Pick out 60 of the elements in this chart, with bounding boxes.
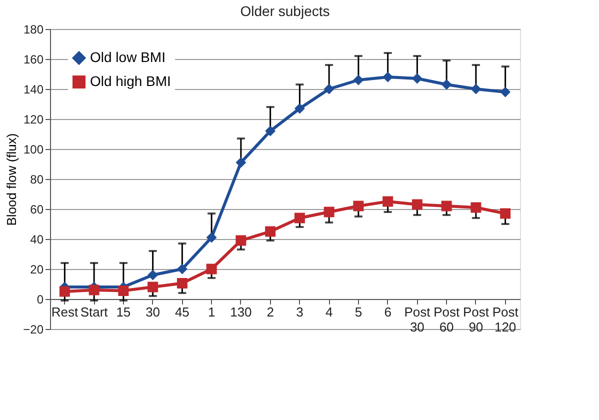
- point: [176, 278, 188, 288]
- point: [412, 73, 422, 84]
- y-tick-label: 80: [30, 172, 44, 186]
- x-tick-label: Post 120: [492, 304, 519, 334]
- y-tick-label: 140: [23, 82, 44, 96]
- x-tick-label: 3: [296, 304, 304, 320]
- y-tick-label: 0: [36, 292, 44, 306]
- y-tick-label: 160: [23, 52, 44, 66]
- x-tick-label: Post 60: [434, 304, 460, 334]
- point: [265, 126, 276, 136]
- chart-title: Older subjects: [240, 3, 330, 19]
- point: [470, 84, 482, 94]
- point: [441, 200, 452, 212]
- point: [206, 232, 217, 243]
- legend-label: Old low BMI: [90, 49, 166, 65]
- point: [412, 199, 422, 210]
- y-tick-label: 60: [30, 202, 44, 216]
- point: [118, 286, 129, 296]
- y-tick-label: 180: [23, 22, 44, 36]
- point: [265, 226, 276, 237]
- y-tick-label: 100: [23, 142, 44, 156]
- x-tick-label: Post 90: [462, 304, 490, 334]
- point: [88, 284, 100, 296]
- x-tick-label: 6: [384, 304, 392, 320]
- x-tick-label: Rest: [51, 304, 78, 320]
- point: [59, 286, 70, 297]
- x-tick-label: 1: [208, 304, 216, 320]
- point: [294, 103, 305, 114]
- point: [382, 72, 394, 82]
- y-tick-label: 40: [30, 232, 44, 246]
- x-tick-label: 5: [354, 304, 362, 320]
- point: [206, 264, 217, 274]
- x-tick-label: 45: [174, 304, 190, 320]
- point: [441, 79, 452, 90]
- point: [236, 157, 246, 168]
- point: [500, 86, 511, 98]
- x-tick-label: Post 30: [404, 304, 431, 334]
- point: [353, 74, 364, 86]
- point: [353, 200, 364, 212]
- point: [148, 270, 158, 280]
- point: [176, 264, 188, 274]
- x-tick-label: 30: [146, 304, 160, 320]
- point: [148, 282, 158, 292]
- point: [324, 84, 334, 94]
- point: [236, 235, 246, 246]
- legend-label: Old high BMI: [90, 73, 171, 89]
- x-tick-label: 2: [266, 304, 274, 320]
- point: [294, 212, 305, 224]
- point: [382, 196, 394, 207]
- y-tick-label: −20: [23, 322, 44, 336]
- x-tick-label: Start: [80, 304, 108, 320]
- x-tick-label: 4: [325, 304, 333, 320]
- y-axis-title: Blood flow (flux): [4, 133, 20, 226]
- point: [500, 208, 511, 219]
- x-tick-label: 130: [230, 304, 252, 320]
- y-tick-label: 120: [23, 112, 44, 126]
- point: [324, 206, 334, 218]
- point: [470, 202, 482, 213]
- x-tick-label: 15: [116, 304, 131, 320]
- y-tick-label: 20: [30, 262, 44, 276]
